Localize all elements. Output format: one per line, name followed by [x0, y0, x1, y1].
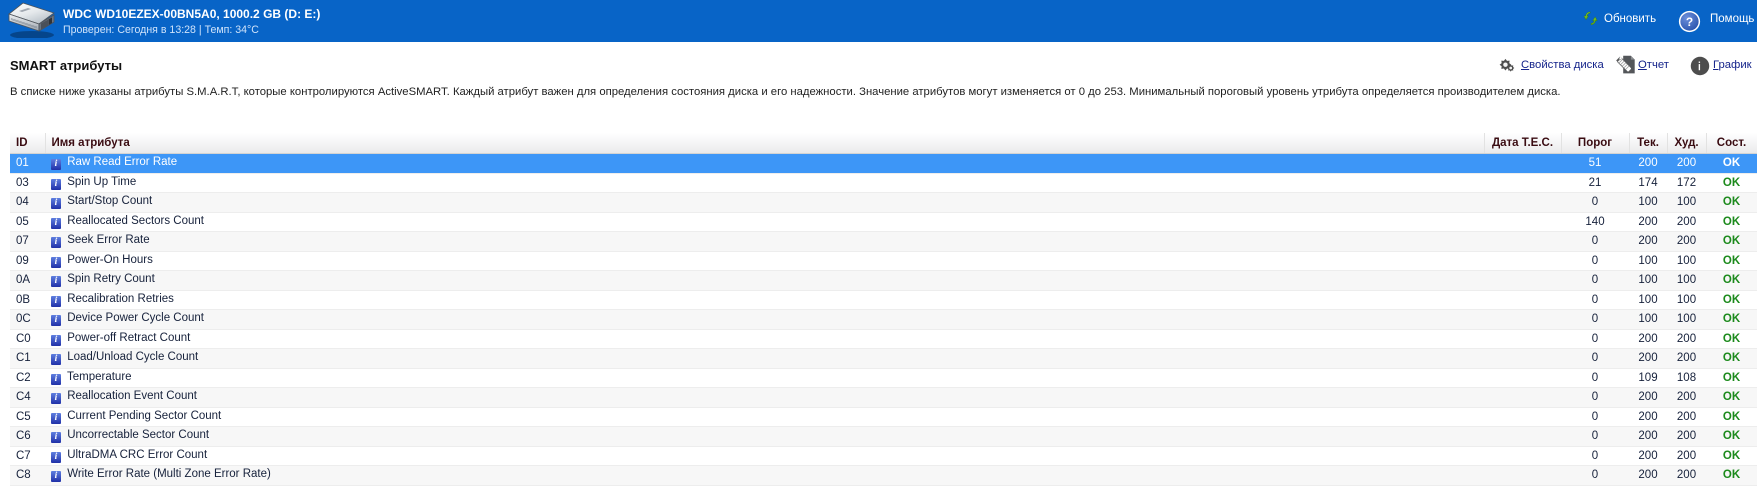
svg-text:?: ?: [1686, 15, 1693, 29]
